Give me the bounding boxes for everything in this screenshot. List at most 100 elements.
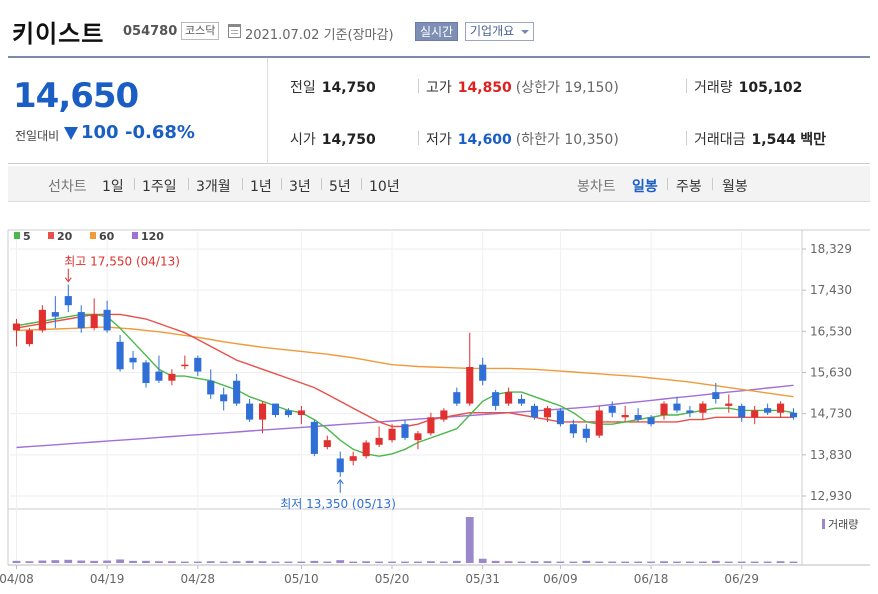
legend-swatch bbox=[48, 232, 54, 239]
candle-body bbox=[25, 330, 33, 345]
volume-bar bbox=[388, 561, 396, 563]
candle-body bbox=[297, 410, 305, 416]
legend-label: 120 bbox=[141, 230, 164, 243]
y-tick-label: 15,630 bbox=[810, 366, 852, 380]
volume-bar bbox=[698, 561, 707, 563]
volume-bar bbox=[517, 561, 526, 563]
candle-body bbox=[738, 405, 746, 418]
x-tick-label: 04/08 bbox=[0, 572, 34, 586]
realtime-button[interactable]: 실시간 bbox=[415, 22, 458, 41]
volume-bar bbox=[789, 561, 798, 563]
volume-bar bbox=[737, 561, 746, 563]
volume-bar bbox=[284, 561, 293, 563]
volume-bar bbox=[595, 561, 604, 563]
x-tick-label: 06/09 bbox=[543, 572, 578, 586]
candle-chart-label: 봉차트 bbox=[577, 179, 616, 195]
volume-bar bbox=[232, 561, 241, 563]
y-tick-label: 13,830 bbox=[810, 448, 852, 462]
candle-body bbox=[453, 392, 461, 404]
chart-toolbar: 선차트 1일 1주일 3개월 1년 3년 5년 10년 봉차트 일봉 주봉 월봉 bbox=[8, 166, 870, 202]
candle-body bbox=[388, 428, 396, 441]
candle-weekly[interactable]: 주봉 bbox=[676, 179, 702, 195]
candle-body bbox=[64, 296, 72, 306]
max-price-annotation: 최고 17,550 (04/13) bbox=[64, 255, 180, 269]
candle-body bbox=[621, 415, 629, 418]
line-chart-label: 선차트 bbox=[48, 179, 87, 195]
candle-monthly[interactable]: 월봉 bbox=[722, 179, 748, 195]
legend-swatch bbox=[14, 232, 20, 239]
candle-body bbox=[271, 403, 280, 416]
trade-amount-cell: 거래대금 1,544 백만 bbox=[694, 132, 827, 148]
candle-body bbox=[530, 405, 539, 418]
volume-bar bbox=[64, 559, 73, 563]
volume-bar bbox=[12, 560, 21, 563]
period-5y[interactable]: 5년 bbox=[329, 179, 351, 195]
candle-body bbox=[777, 403, 785, 413]
candle-body bbox=[362, 442, 370, 457]
volume-legend-swatch bbox=[822, 519, 825, 529]
volume-cell: 거래량 105,102 bbox=[694, 80, 803, 96]
x-tick-label: 05/10 bbox=[284, 572, 319, 586]
legend-swatch bbox=[132, 232, 138, 239]
x-tick-label: 05/31 bbox=[465, 572, 500, 586]
period-10y[interactable]: 10년 bbox=[369, 179, 400, 195]
legend-swatch bbox=[90, 232, 96, 239]
volume-bar bbox=[297, 561, 306, 563]
volume-bar bbox=[180, 561, 189, 563]
candle-body bbox=[258, 403, 267, 420]
volume-bar bbox=[245, 560, 254, 563]
market-badge: 코스닥 bbox=[181, 22, 220, 40]
candle-body bbox=[51, 312, 59, 317]
volume-bar bbox=[310, 560, 319, 563]
candle-body bbox=[284, 410, 293, 416]
candle-body bbox=[77, 312, 85, 329]
volume-bar bbox=[504, 561, 513, 563]
period-1d[interactable]: 1일 bbox=[102, 179, 124, 195]
legend-label: 20 bbox=[57, 230, 73, 243]
candle-body bbox=[336, 458, 344, 473]
x-tick-label: 04/28 bbox=[180, 572, 215, 586]
candle-body bbox=[103, 309, 111, 331]
candle-body bbox=[647, 417, 655, 425]
period-1y[interactable]: 1년 bbox=[250, 179, 272, 195]
candle-body bbox=[764, 408, 772, 413]
quote-date: 2021.07.02 기준(장마감) bbox=[245, 28, 394, 43]
y-tick-label: 14,730 bbox=[810, 407, 852, 421]
x-tick-label: 05/20 bbox=[375, 572, 410, 586]
x-tick-label: 06/29 bbox=[724, 572, 759, 586]
volume-bar bbox=[776, 561, 785, 563]
candle-body bbox=[595, 410, 603, 436]
volume-bar bbox=[465, 517, 474, 563]
candle-daily[interactable]: 일봉 bbox=[632, 179, 658, 195]
candle-body bbox=[142, 362, 150, 383]
candle-body bbox=[789, 412, 798, 418]
candle-body bbox=[375, 437, 383, 445]
candle-body bbox=[246, 403, 254, 420]
prev-close-cell: 전일 14,750 bbox=[290, 80, 376, 96]
volume-bar bbox=[103, 560, 112, 563]
current-price-box: 14,650 전일대비 100 -0.68% bbox=[8, 58, 268, 164]
period-3y[interactable]: 3년 bbox=[289, 179, 311, 195]
candle-body bbox=[686, 410, 694, 413]
period-1w[interactable]: 1주일 bbox=[142, 179, 177, 195]
legend-label: 60 bbox=[99, 230, 115, 243]
volume-legend-label: 거래량 bbox=[828, 518, 858, 531]
candle-body bbox=[608, 405, 616, 413]
company-overview-button[interactable]: 기업개요 bbox=[465, 22, 534, 41]
volume-bar bbox=[258, 561, 267, 563]
candle-body bbox=[673, 403, 681, 411]
volume-bar bbox=[77, 560, 86, 563]
candle-body bbox=[155, 371, 163, 381]
period-3m[interactable]: 3개월 bbox=[196, 179, 231, 195]
candle-body bbox=[181, 364, 189, 367]
volume-bar bbox=[271, 561, 280, 563]
current-price: 14,650 bbox=[13, 76, 139, 116]
y-tick-label: 18,329 bbox=[810, 242, 852, 256]
candle-body bbox=[414, 433, 422, 441]
volume-bar bbox=[439, 561, 448, 563]
candle-body bbox=[116, 341, 124, 370]
volume-bar bbox=[491, 560, 500, 563]
volume-bar bbox=[90, 560, 99, 563]
volume-bar bbox=[647, 561, 655, 563]
volume-bar bbox=[168, 561, 176, 563]
